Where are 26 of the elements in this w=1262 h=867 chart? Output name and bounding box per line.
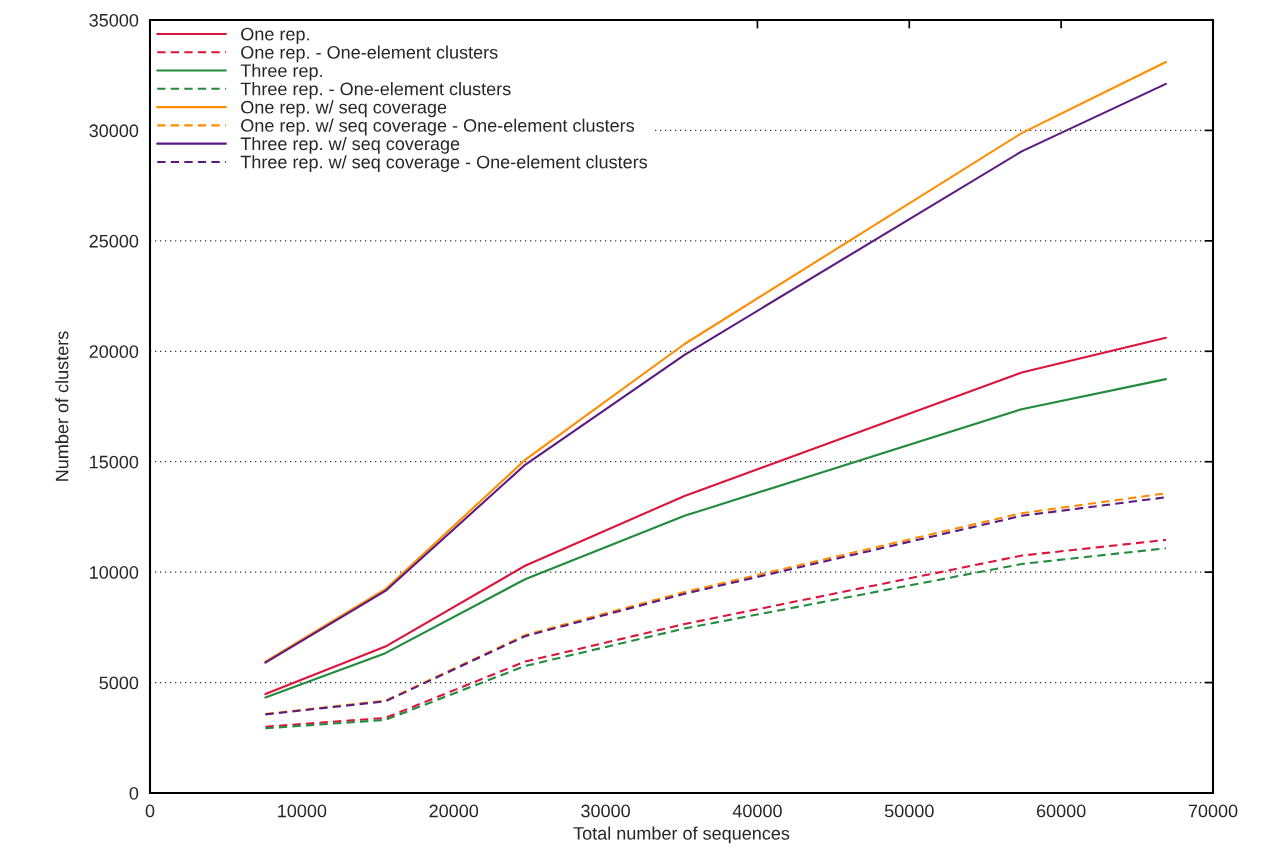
- x-axis-title: Total number of sequences: [573, 826, 790, 844]
- legend-label: One rep. w/ seq coverage: [241, 100, 447, 118]
- y-tick-label: 0: [129, 786, 139, 800]
- legend-label: Three rep. - One-element clusters: [240, 82, 511, 99]
- x-tick-label: 50000: [884, 804, 934, 818]
- y-tick-label: 35000: [89, 13, 139, 27]
- y-axis-title: Number of clusters: [55, 331, 69, 481]
- legend-label: Three rep.: [240, 63, 322, 81]
- y-tick-label: 30000: [89, 124, 139, 138]
- legend-label: One rep.: [241, 27, 309, 45]
- legend-label: One rep. - One-element clusters: [241, 45, 498, 63]
- y-tick-label: 25000: [89, 234, 139, 248]
- y-tick-label: 15000: [90, 455, 139, 469]
- legend-label: One rep. w/ seq coverage - One-element clusters: [241, 118, 635, 136]
- x-tick-label: 30000: [581, 804, 630, 818]
- x-tick-label: 70000: [1188, 804, 1238, 818]
- y-tick-label: 20000: [89, 345, 139, 359]
- x-tick-label: 20000: [429, 804, 479, 818]
- x-tick-label: 40000: [732, 804, 782, 818]
- legend-label: Three rep. w/ seq coverage - One-element clusters: [240, 155, 648, 172]
- x-tick-label: 60000: [1036, 804, 1086, 818]
- y-tick-label: 5000: [99, 676, 139, 690]
- x-tick-label: 10000: [278, 804, 327, 818]
- y-tick-label: 10000: [90, 566, 139, 579]
- x-tick-label: 0: [145, 804, 155, 818]
- legend-label: Three rep. w/ seq coverage: [240, 136, 460, 154]
